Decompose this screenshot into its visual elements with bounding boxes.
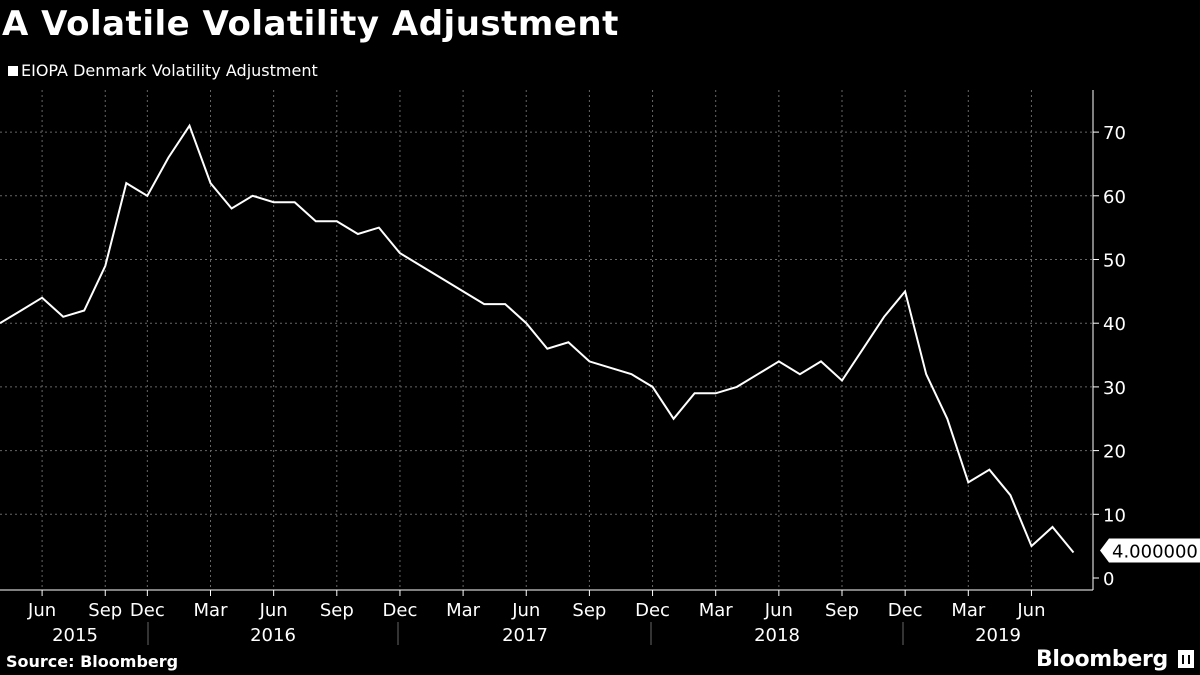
x-tick-label: Jun [259,600,288,621]
chart-title: A Volatile Volatility Adjustment [2,4,619,44]
y-tick-label: 30 [1103,378,1126,399]
x-tick-label: Sep [320,600,354,621]
year-label: 2018 [754,625,800,646]
last-value-label: 4.000000 [1112,542,1198,563]
y-tick-label: 10 [1103,505,1126,526]
legend-label: EIOPA Denmark Volatility Adjustment [21,61,318,80]
x-tick-label: Dec [383,600,418,621]
x-tick-label: Jun [1016,600,1045,621]
legend-swatch [8,65,18,76]
y-tick-label: 50 [1103,251,1126,272]
x-tick-label: Sep [88,600,122,621]
y-tick-label: 60 [1103,187,1126,208]
x-tick-label: Mar [951,600,986,621]
series-line [0,123,1075,554]
last-value-callout [1100,538,1200,563]
bloomberg-logo: Bloomberg [1035,647,1168,672]
y-tick-label: 70 [1103,123,1126,144]
x-tick-label: Dec [635,600,670,621]
year-label: 2017 [502,625,548,646]
year-label: 2019 [975,625,1021,646]
y-tick-label: 0 [1103,569,1114,590]
year-label: 2015 [52,625,98,646]
x-tick-label: Sep [825,600,859,621]
source-note: Source: Bloomberg [6,652,179,671]
year-label: 2016 [250,625,296,646]
y-tick-label: 20 [1103,442,1126,463]
x-tick-label: Jun [27,600,56,621]
x-tick-label: Mar [446,600,481,621]
x-tick-label: Jun [764,600,793,621]
x-tick-label: Dec [130,600,165,621]
x-tick-label: Mar [194,600,229,621]
x-tick-label: Sep [572,600,606,621]
y-tick-label: 40 [1103,314,1126,335]
x-tick-label: Dec [888,600,923,621]
bloomberg-terminal-icon [1178,650,1194,668]
x-tick-label: Jun [511,600,540,621]
legend: EIOPA Denmark Volatility Adjustment [8,61,318,80]
x-tick-label: Mar [699,600,734,621]
